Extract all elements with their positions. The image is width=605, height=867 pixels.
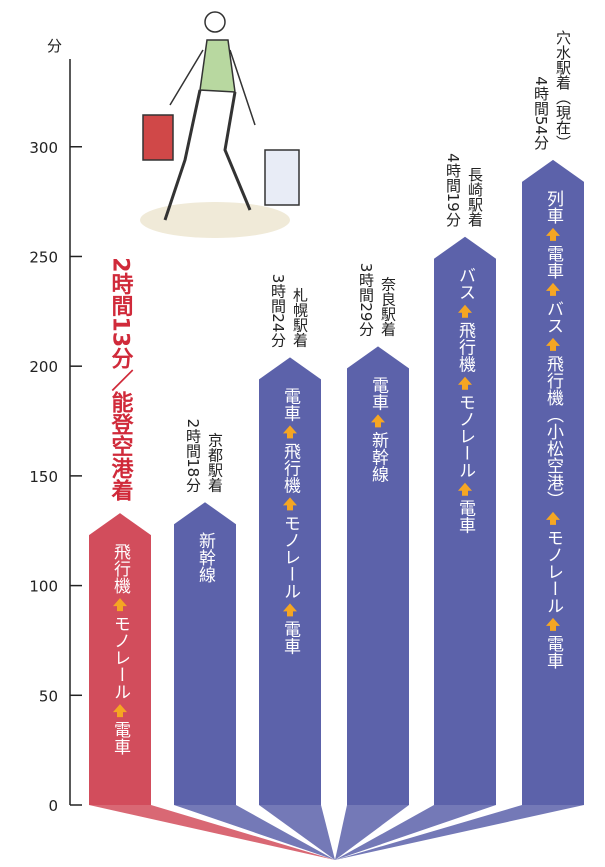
route-step: 列車 (543, 190, 564, 224)
route-step: 飛行機 (110, 543, 131, 595)
route-step: モノレール (280, 514, 300, 599)
value-label: 4時間54分 (532, 76, 550, 151)
route-step: 新幹線 (195, 532, 216, 583)
value-label: 3時間24分 (269, 274, 287, 349)
route-step: 飛行機（小松空港） (543, 355, 564, 508)
y-tick-label: 50 (39, 687, 58, 705)
route-step: 電車 (543, 245, 564, 279)
category-label: 京都駅着 (206, 432, 224, 492)
y-unit: 分 (47, 37, 62, 55)
y-tick-label: 100 (29, 578, 58, 596)
route-step: バス (543, 300, 563, 334)
illustration (140, 12, 299, 238)
category-label: 札幌駅着 (291, 287, 309, 347)
value-label: 2時間13分／能登空港着 (108, 257, 135, 502)
chart: 分050100150200250300飛行機モノレール電車2時間13分／能登空港… (0, 0, 605, 867)
route-step: 新幹線 (368, 431, 389, 482)
route-step: 電車 (455, 500, 476, 534)
route-step: バス (455, 267, 475, 301)
y-tick-label: 0 (48, 797, 58, 815)
category-label: 穴水駅着（現在） (554, 30, 572, 150)
value-label-time: 2時間13分 (108, 257, 134, 369)
route-step: モノレール (543, 529, 563, 614)
route-step: 電車 (280, 620, 301, 654)
route-step: 電車 (110, 721, 131, 755)
route-step: モノレール (455, 394, 475, 479)
category-label: ／能登空港着 (108, 369, 135, 502)
category-label: 奈良駅着 (379, 276, 397, 336)
route-step: 飛行機 (455, 322, 476, 374)
category-label: 長崎駅着 (466, 167, 484, 227)
value-label: 3時間29分 (357, 263, 375, 338)
y-tick-label: 200 (29, 358, 58, 376)
y-tick-label: 300 (29, 139, 58, 157)
y-tick-label: 250 (29, 248, 58, 266)
route-step: モノレール (110, 615, 130, 700)
route-step: 飛行機 (280, 442, 301, 494)
y-tick-label: 150 (29, 468, 58, 486)
route-step: 電車 (543, 635, 564, 669)
value-label: 4時間19分 (444, 153, 462, 228)
route-step: 電車 (368, 376, 389, 410)
value-label: 2時間18分 (184, 419, 202, 494)
route-step: 電車 (280, 387, 301, 421)
